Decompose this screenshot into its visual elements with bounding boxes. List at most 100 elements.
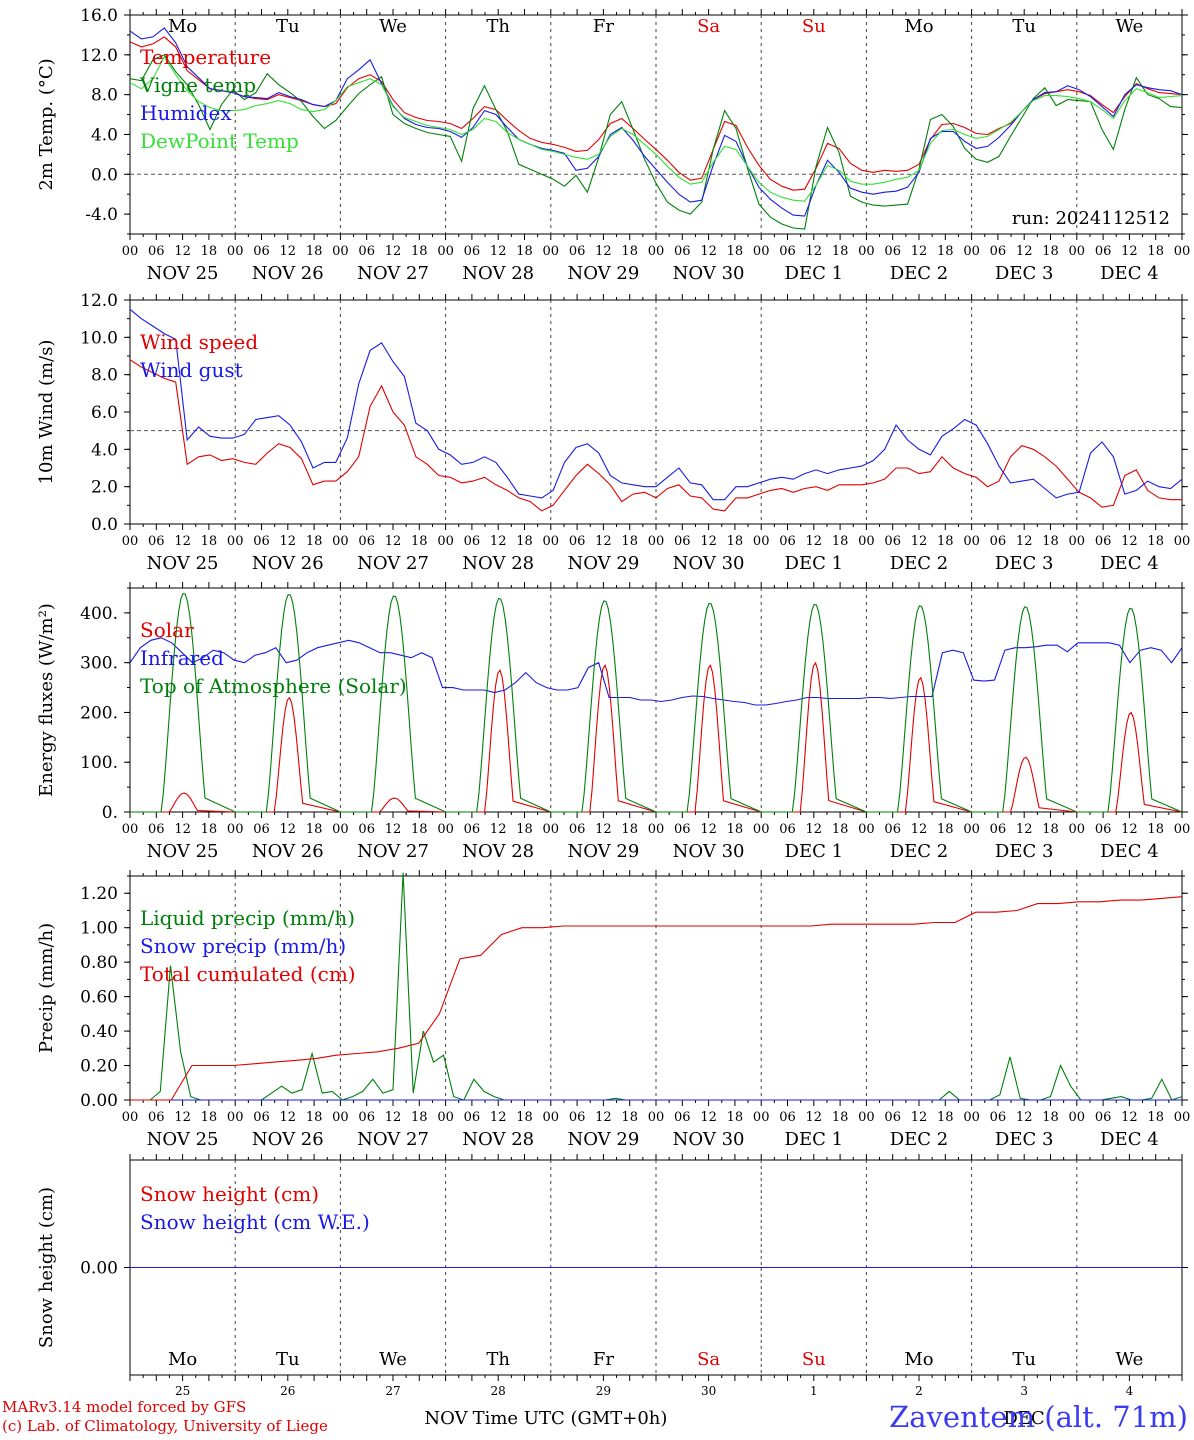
legend-entry: Humidex (140, 101, 232, 125)
hour-tick-label: 00 (122, 244, 139, 259)
hour-tick-label: 06 (358, 1110, 375, 1125)
hour-tick-label: 12 (1121, 244, 1138, 259)
hour-tick-label: 00 (437, 1110, 454, 1125)
day-name-label: Fr (593, 1349, 614, 1370)
y-tick-label: 4.0 (91, 125, 118, 145)
panel-3 (124, 582, 1188, 818)
hour-tick-label: 00 (1174, 534, 1191, 549)
hour-tick-label: 06 (464, 1110, 481, 1125)
hour-tick-label: 00 (858, 822, 875, 837)
hour-tick-label: 00 (122, 822, 139, 837)
y-tick-label: 0.40 (80, 1022, 118, 1042)
hour-tick-label: 18 (201, 1110, 218, 1125)
y-axis-label: 2m Temp. (°C) (36, 58, 57, 190)
day-number-label: 27 (385, 1384, 400, 1398)
hour-tick-label: 06 (990, 534, 1007, 549)
hour-tick-label: 06 (148, 1110, 165, 1125)
hour-tick-label: 06 (779, 1110, 796, 1125)
y-tick-label: 0.0 (91, 515, 118, 535)
legend-entry: Snow precip (mm/h) (140, 934, 346, 958)
date-label: NOV 28 (462, 263, 534, 284)
hour-tick-label: 06 (464, 244, 481, 259)
hour-tick-label: 00 (1174, 244, 1191, 259)
y-tick-label: 100. (80, 753, 118, 773)
legend-entry: Wind gust (140, 358, 243, 382)
hour-tick-label: 18 (621, 534, 638, 549)
y-axis-label: Snow height (cm) (36, 1187, 57, 1348)
hour-tick-label: 12 (806, 534, 823, 549)
hour-tick-label: 12 (1121, 1110, 1138, 1125)
hour-tick-label: 12 (700, 244, 717, 259)
day-name-label: We (1116, 16, 1144, 37)
hour-tick-label: 12 (490, 1110, 507, 1125)
y-tick-label: 8.0 (91, 366, 118, 386)
hour-tick-label: 18 (1042, 244, 1059, 259)
hour-tick-label: 00 (227, 534, 244, 549)
series-line-vigne-temp (129, 54, 1183, 230)
month-label: DEC (1003, 1408, 1044, 1429)
day-name-label: Th (486, 16, 510, 37)
hour-tick-label: 00 (437, 534, 454, 549)
date-label: DEC 3 (995, 841, 1054, 862)
hour-tick-label: 06 (990, 244, 1007, 259)
hour-tick-label: 12 (1016, 534, 1033, 549)
hour-tick-label: 18 (516, 244, 533, 259)
date-label: DEC 4 (1100, 841, 1159, 862)
hour-tick-label: 06 (253, 534, 270, 549)
y-axis-label: 10m Wind (m/s) (36, 340, 57, 485)
series-line-dewpoint-temp (129, 55, 1183, 202)
date-label: DEC 2 (890, 1129, 949, 1150)
date-label: DEC 3 (995, 1129, 1054, 1150)
day-name-label: Tu (1012, 16, 1036, 37)
site-name: Zaventem (alt. 71m) (889, 1400, 1188, 1434)
hour-tick-label: 00 (753, 534, 770, 549)
series-line-wind-speed (129, 359, 1182, 512)
date-label: NOV 29 (567, 841, 639, 862)
date-label: NOV 29 (567, 263, 639, 284)
hour-tick-label: 12 (1016, 822, 1033, 837)
hour-tick-label: 12 (174, 534, 191, 549)
panel-2 (124, 294, 1188, 530)
hour-tick-label: 12 (911, 1110, 928, 1125)
day-name-label: We (379, 16, 407, 37)
legend-entry: Snow height (cm W.E.) (140, 1210, 370, 1234)
day-number-label: 29 (596, 1384, 611, 1398)
day-name-label: Th (486, 1349, 510, 1370)
hour-tick-label: 00 (1069, 822, 1086, 837)
hour-tick-label: 18 (516, 534, 533, 549)
hour-tick-label: 12 (595, 534, 612, 549)
hour-tick-label: 12 (595, 1110, 612, 1125)
day-name-label: Sa (697, 1349, 720, 1370)
legend-entry: DewPoint Temp (140, 129, 299, 153)
hour-tick-label: 18 (1147, 244, 1164, 259)
day-number-label: 3 (1020, 1384, 1028, 1398)
y-tick-label: 0.60 (80, 988, 118, 1008)
y-tick-label: 0.20 (80, 1057, 118, 1077)
hour-tick-label: 00 (1174, 822, 1191, 837)
date-label: NOV 25 (147, 1129, 219, 1150)
date-label: NOV 25 (147, 263, 219, 284)
hour-tick-label: 06 (1095, 822, 1112, 837)
hour-tick-label: 06 (569, 1110, 586, 1125)
day-number-label: 1 (810, 1384, 818, 1398)
legend-entry: Temperature (140, 45, 271, 69)
hour-tick-label: 06 (569, 244, 586, 259)
day-name-label: Su (802, 16, 826, 37)
hour-tick-label: 18 (411, 534, 428, 549)
series-line-wind-gust (129, 308, 1183, 501)
hour-tick-label: 12 (385, 244, 402, 259)
date-label: NOV 27 (357, 841, 429, 862)
y-tick-label: 0. (102, 803, 118, 823)
day-name-label: We (379, 1349, 407, 1370)
hour-tick-label: 06 (779, 534, 796, 549)
hour-tick-label: 00 (122, 1110, 139, 1125)
legend-entry: Wind speed (140, 330, 258, 354)
hour-tick-label: 18 (1147, 822, 1164, 837)
date-label: NOV 27 (357, 1129, 429, 1150)
hour-tick-label: 06 (884, 822, 901, 837)
hour-tick-label: 00 (753, 822, 770, 837)
hour-tick-label: 18 (201, 534, 218, 549)
legend-entry: Snow height (cm) (140, 1182, 319, 1206)
y-axis-label: Energy fluxes (W/m²) (36, 603, 57, 797)
hour-tick-label: 12 (280, 244, 297, 259)
